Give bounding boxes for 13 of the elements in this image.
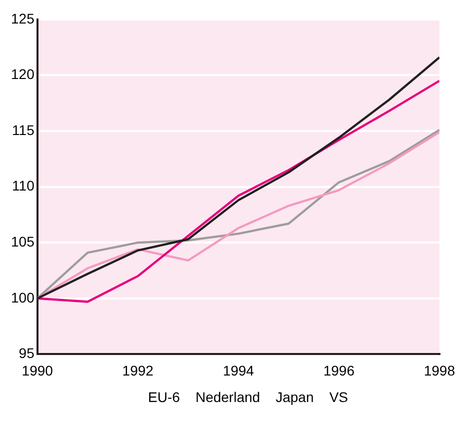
- y-tick-label: 105: [11, 233, 35, 250]
- x-tick-label: 1992: [122, 362, 154, 378]
- text: EU-6 Nederland Japan VS: [147, 389, 349, 405]
- x-tick-label: 1996: [323, 362, 355, 378]
- x-tick-label: 1994: [222, 362, 254, 378]
- y-tick-label: 115: [12, 122, 35, 138]
- y-tick-label: 95: [18, 345, 35, 362]
- x-tick-label: 1990: [22, 362, 54, 378]
- y-tick-label: 125: [11, 10, 35, 26]
- x-tick-label: 1998: [424, 362, 456, 378]
- y-tick-label: 110: [12, 178, 35, 194]
- y-tick-label: 100: [11, 289, 35, 306]
- y-tick-label: 120: [11, 66, 35, 82]
